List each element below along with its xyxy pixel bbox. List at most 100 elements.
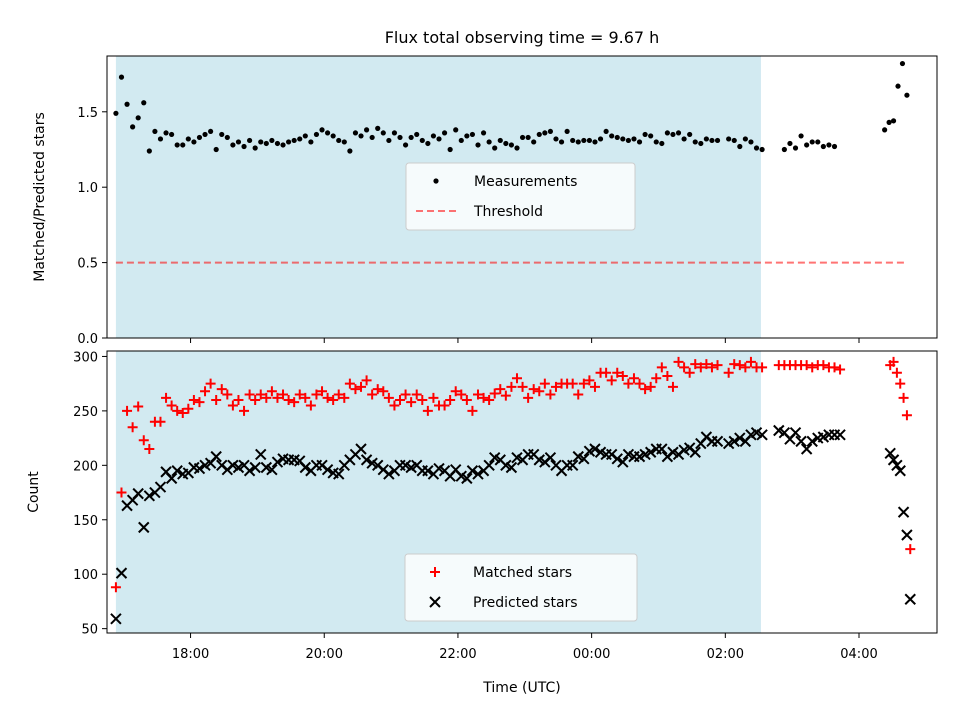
data-point	[344, 378, 355, 389]
data-point	[211, 394, 222, 405]
data-point	[894, 465, 906, 477]
data-point	[272, 392, 283, 403]
data-point	[564, 128, 570, 135]
data-point	[352, 130, 359, 136]
data-point	[252, 145, 258, 151]
data-point	[653, 139, 659, 145]
data-point	[891, 459, 903, 472]
data-point	[356, 381, 367, 392]
y-axis-label: Count	[26, 471, 42, 513]
data-point	[138, 435, 149, 446]
data-point	[193, 462, 206, 475]
data-point	[436, 136, 442, 142]
data-point	[899, 60, 906, 67]
data-point	[483, 459, 495, 472]
data-point	[584, 375, 595, 386]
data-point	[244, 389, 255, 400]
data-point	[372, 384, 383, 395]
data-point	[737, 143, 743, 150]
data-point	[138, 521, 150, 534]
data-point	[219, 131, 225, 138]
data-point	[586, 137, 593, 144]
data-point	[328, 394, 339, 405]
data-point	[321, 463, 334, 476]
data-point	[684, 367, 695, 378]
data-point	[759, 146, 765, 153]
data-point	[258, 139, 264, 145]
data-point	[261, 392, 272, 403]
data-point	[753, 145, 760, 151]
data-point	[815, 139, 821, 145]
plot-frame	[106, 350, 938, 634]
data-point	[636, 139, 643, 145]
y-tick-label: 250	[73, 405, 98, 420]
data-point	[757, 362, 768, 373]
y-tick-label: 1.5	[77, 106, 98, 121]
data-point	[620, 136, 626, 142]
data-point	[177, 408, 188, 419]
data-point	[895, 378, 906, 389]
data-point	[905, 544, 916, 555]
x-tick-label: 20:00	[306, 647, 343, 662]
data-point	[695, 362, 706, 373]
data-point	[419, 137, 425, 144]
data-point	[628, 373, 639, 384]
data-point	[300, 392, 311, 403]
data-point	[161, 392, 172, 403]
data-point	[882, 127, 888, 133]
data-point	[386, 137, 392, 144]
x-tick-label: 22:00	[439, 647, 476, 662]
data-point	[728, 435, 740, 448]
data-point	[336, 137, 342, 144]
data-point	[505, 461, 518, 474]
data-point	[690, 359, 701, 370]
data-point	[804, 142, 810, 148]
data-point	[130, 124, 136, 130]
data-point	[255, 389, 266, 400]
data-point	[642, 131, 648, 138]
legend-entry-label: Matched stars	[473, 565, 572, 581]
data-point	[662, 371, 673, 382]
data-point	[144, 443, 155, 454]
data-point	[818, 360, 829, 371]
data-point	[787, 140, 793, 147]
data-point	[280, 142, 286, 148]
data-point	[311, 389, 322, 400]
data-point	[453, 127, 459, 133]
data-point	[115, 567, 128, 579]
data-point	[185, 136, 191, 142]
legend-entry-label: Predicted stars	[473, 595, 578, 611]
data-point	[233, 394, 244, 405]
data-point	[239, 405, 250, 416]
data-point	[330, 133, 336, 139]
y-tick-label: 1.0	[77, 181, 98, 196]
data-point	[781, 146, 787, 153]
data-point	[271, 456, 284, 468]
series-measurements	[113, 60, 910, 154]
data-point	[395, 394, 406, 405]
data-point	[408, 134, 414, 141]
data-point	[617, 371, 628, 382]
data-point	[711, 435, 724, 448]
data-point	[472, 468, 484, 480]
data-point	[734, 360, 745, 371]
data-point	[247, 137, 253, 144]
data-point	[581, 137, 587, 144]
data-point	[439, 400, 450, 411]
data-point	[603, 128, 609, 135]
data-point	[497, 137, 503, 144]
data-point	[789, 426, 802, 439]
data-point	[714, 137, 721, 144]
data-point	[795, 435, 807, 448]
data-point	[422, 405, 433, 416]
data-point	[539, 378, 550, 389]
data-point	[363, 127, 370, 133]
plot-frame	[106, 55, 938, 339]
data-point	[283, 394, 294, 405]
data-point	[319, 127, 325, 133]
data-point	[748, 139, 754, 145]
data-point	[456, 389, 467, 400]
data-point	[157, 136, 164, 142]
data-point	[514, 145, 520, 151]
